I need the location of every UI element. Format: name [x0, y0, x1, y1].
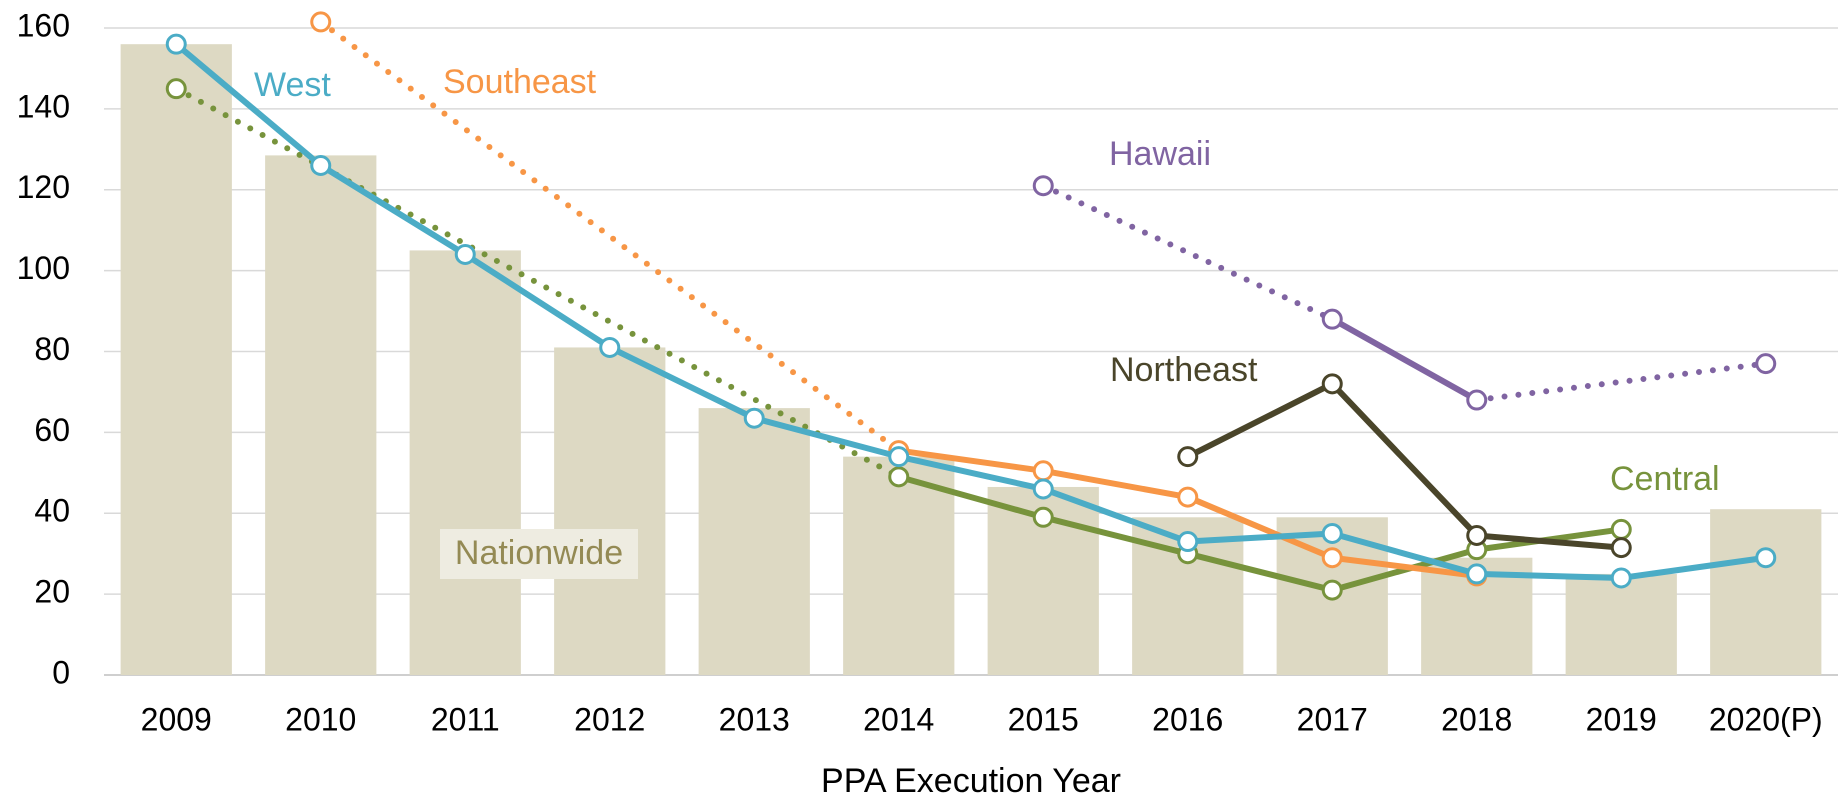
point-marker — [1032, 478, 1054, 500]
point-marker — [1466, 524, 1488, 546]
point-marker — [1466, 389, 1488, 411]
bar — [554, 347, 666, 675]
point-marker — [1032, 506, 1054, 528]
line-segment-dotted — [1040, 182, 1336, 323]
line-segment-dotted — [1473, 360, 1769, 404]
series-label: West — [254, 66, 331, 104]
point-marker — [1321, 373, 1343, 395]
line-segment — [606, 344, 758, 422]
series-label: Central — [1610, 460, 1720, 498]
y-tick-label: 120 — [17, 169, 70, 205]
line-segment — [1184, 550, 1336, 594]
point-marker — [454, 243, 476, 265]
bar-series-label: Nationwide — [455, 534, 623, 572]
series-label: Northeast — [1110, 351, 1258, 389]
x-tick-label: 2013 — [719, 701, 790, 737]
y-tick-label: 60 — [34, 412, 70, 448]
y-tick-label: 160 — [17, 7, 70, 43]
point-marker — [888, 446, 910, 468]
line-segment — [751, 415, 902, 460]
point-marker — [165, 33, 187, 55]
y-tick-label: 80 — [34, 331, 70, 367]
point-marker — [1177, 486, 1199, 508]
line-segment — [1329, 380, 1480, 539]
point-marker — [1755, 353, 1777, 375]
point-marker — [888, 466, 910, 488]
line-segment — [1184, 380, 1336, 460]
point-marker — [1321, 579, 1343, 601]
grid: 0 20 40 60 80 100 120 140 160 2009 2010 2011 2012 201… — [17, 7, 1838, 737]
x-tick-label: 2018 — [1441, 701, 1512, 737]
line-segment-dotted — [173, 85, 902, 480]
point-marker — [1755, 547, 1777, 569]
bar — [265, 155, 377, 676]
line-segment — [895, 447, 1047, 474]
x-tick-label: 2020(P) — [1709, 701, 1823, 737]
point-marker — [1177, 531, 1199, 553]
point-marker — [1032, 460, 1054, 482]
x-tick-label: 2015 — [1008, 701, 1079, 737]
point-marker — [1321, 522, 1343, 544]
point-marker — [1610, 567, 1632, 589]
point-marker — [1321, 308, 1343, 330]
bar — [409, 250, 521, 675]
line-segment — [1473, 570, 1625, 581]
series-label: Southeast — [443, 63, 597, 101]
line-segment — [895, 473, 1047, 521]
line-segment — [317, 162, 469, 258]
point-marker — [1032, 175, 1054, 197]
line-segment — [1040, 467, 1191, 501]
nationwide-label-box — [440, 529, 638, 579]
line-segment — [173, 41, 324, 169]
line-segment — [1184, 530, 1336, 545]
point-marker — [1321, 547, 1343, 569]
point-marker — [1610, 537, 1632, 559]
bars — [120, 44, 1822, 676]
line-segment — [1329, 554, 1480, 579]
lines — [165, 11, 1777, 601]
line-segment — [1473, 532, 1625, 551]
y-tick-label: 100 — [17, 250, 70, 286]
point-marker — [1466, 563, 1488, 585]
line-segment — [1184, 494, 1336, 561]
line-segment — [1618, 554, 1769, 581]
line-segment — [1040, 514, 1191, 557]
line-segment — [1040, 485, 1191, 545]
point-marker — [599, 336, 621, 358]
x-tick-label: 2011 — [431, 701, 500, 737]
x-tick-label: 2012 — [574, 701, 645, 737]
point-marker — [165, 78, 187, 100]
line-segment-dotted — [317, 18, 902, 454]
y-tick-label: 40 — [34, 493, 70, 529]
line-segment — [1329, 546, 1480, 594]
line-segment — [1329, 316, 1480, 404]
bar — [1565, 573, 1677, 675]
line-segment — [895, 453, 1047, 492]
x-tick-label: 2009 — [141, 701, 212, 737]
x-tick-label: 2017 — [1297, 701, 1368, 737]
y-tick-label: 140 — [17, 88, 70, 124]
bar — [1710, 509, 1822, 675]
point-marker — [1177, 446, 1199, 468]
y-tick-label: 0 — [52, 654, 70, 690]
bar — [843, 456, 955, 675]
x-tick-label: 2019 — [1586, 701, 1657, 737]
point-marker — [310, 11, 332, 33]
bar — [698, 408, 810, 675]
x-tick-label: 2010 — [285, 701, 356, 737]
point-marker — [310, 154, 332, 176]
line-segment — [1329, 530, 1480, 577]
point-marker — [743, 407, 765, 429]
x-tick-label: 2014 — [863, 701, 934, 737]
point-marker — [1610, 518, 1632, 540]
bar — [120, 44, 232, 676]
series-label: Hawaii — [1109, 135, 1211, 173]
line-segment — [462, 251, 613, 351]
y-tick-label: 20 — [34, 574, 70, 610]
x-tick-label: 2016 — [1152, 701, 1223, 737]
x-axis-title: PPA Execution Year — [821, 762, 1121, 799]
